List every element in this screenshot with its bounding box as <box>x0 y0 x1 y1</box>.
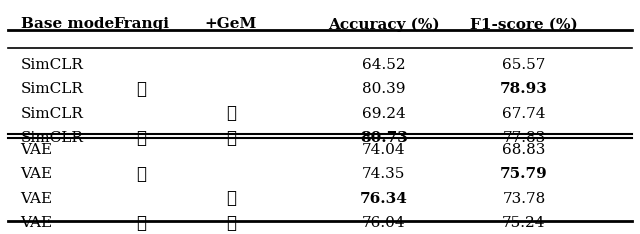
Text: 75.24: 75.24 <box>502 216 546 230</box>
Text: 73.78: 73.78 <box>502 192 545 206</box>
Text: 80.39: 80.39 <box>362 82 406 96</box>
Text: ✓: ✓ <box>136 215 147 232</box>
Text: 74.04: 74.04 <box>362 143 406 157</box>
Text: ✓: ✓ <box>226 130 236 147</box>
Text: +GeM: +GeM <box>205 17 257 31</box>
Text: SimCLR: SimCLR <box>20 58 83 72</box>
Text: SimCLR: SimCLR <box>20 131 83 145</box>
Text: ✓: ✓ <box>226 215 236 232</box>
Text: Frangi: Frangi <box>113 17 170 31</box>
Text: 78.93: 78.93 <box>500 82 548 96</box>
Text: ✓: ✓ <box>226 190 236 207</box>
Text: 74.35: 74.35 <box>362 167 405 181</box>
Text: SimCLR: SimCLR <box>20 82 83 96</box>
Text: 67.74: 67.74 <box>502 107 546 121</box>
Text: ✓: ✓ <box>136 166 147 183</box>
Text: 76.34: 76.34 <box>360 192 408 206</box>
Text: 64.52: 64.52 <box>362 58 406 72</box>
Text: 75.79: 75.79 <box>500 167 548 181</box>
Text: ✓: ✓ <box>136 81 147 98</box>
Text: 69.24: 69.24 <box>362 107 406 121</box>
Text: 68.83: 68.83 <box>502 143 545 157</box>
Text: VAE: VAE <box>20 216 52 230</box>
Text: VAE: VAE <box>20 143 52 157</box>
Text: VAE: VAE <box>20 167 52 181</box>
Text: 80.73: 80.73 <box>360 131 408 145</box>
Text: F1-score (%): F1-score (%) <box>470 17 578 31</box>
Text: ✓: ✓ <box>136 130 147 147</box>
Text: 76.04: 76.04 <box>362 216 406 230</box>
Text: 77.83: 77.83 <box>502 131 545 145</box>
Text: VAE: VAE <box>20 192 52 206</box>
Text: Base model: Base model <box>20 17 120 31</box>
Text: SimCLR: SimCLR <box>20 107 83 121</box>
Text: Accuracy (%): Accuracy (%) <box>328 17 440 32</box>
Text: ✓: ✓ <box>226 105 236 122</box>
Text: 65.57: 65.57 <box>502 58 545 72</box>
